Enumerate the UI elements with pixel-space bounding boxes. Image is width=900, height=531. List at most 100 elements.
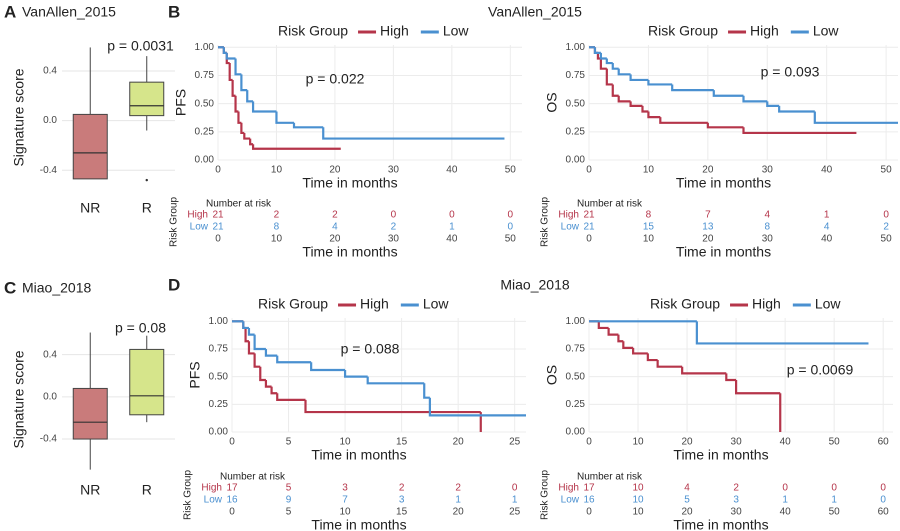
risk-count: 4	[684, 483, 690, 494]
risk-tick-label: 50	[829, 507, 841, 518]
y-tick-label: 0.0	[43, 115, 57, 126]
km-step	[247, 341, 255, 355]
km-step	[617, 95, 631, 103]
km-step	[243, 132, 251, 140]
km-step	[366, 376, 425, 385]
x-tick-label: 10	[632, 437, 644, 448]
km-step	[742, 95, 768, 103]
y-tick-label: -0.4	[40, 165, 58, 176]
risk-tick-label: 5	[286, 507, 292, 518]
km-step	[234, 58, 242, 76]
panel-letter: D	[168, 275, 180, 294]
km-step	[605, 68, 613, 86]
risk-count: 3	[342, 483, 348, 494]
y-axis-label: PFS	[187, 361, 203, 388]
km-step	[423, 383, 430, 399]
risk-x-label: Time in months	[676, 244, 771, 260]
risk-count: 7	[342, 495, 348, 506]
risk-count: 2	[455, 483, 461, 494]
risk-count: 3	[399, 495, 405, 506]
km-step	[712, 90, 744, 97]
risk-x-label: Time in months	[673, 517, 768, 531]
x-tick-label: 10	[643, 165, 655, 176]
y-tick-label: 0.25	[566, 399, 586, 410]
risk-count: 2	[274, 210, 280, 221]
p-value: p = 0.0031	[107, 38, 174, 54]
y-axis-label: OS	[544, 365, 560, 385]
risk-count: 0	[831, 483, 837, 494]
x-tick-label: R	[142, 200, 152, 216]
panel-letter: C	[4, 278, 16, 297]
risk-title: Number at risk	[577, 199, 643, 210]
risk-x-label: Time in months	[311, 517, 406, 531]
km-step	[222, 47, 227, 54]
risk-count: 0	[880, 483, 886, 494]
x-tick-label: 20	[453, 437, 465, 448]
risk-count: 2	[399, 483, 405, 494]
risk-count: 17	[583, 483, 595, 494]
km-step	[617, 68, 631, 76]
km-step	[264, 348, 278, 357]
km-step	[240, 74, 248, 92]
km-step	[251, 101, 277, 113]
risk-count: 8	[646, 210, 652, 221]
y-tick-label: 0.4	[43, 66, 57, 77]
risk-row-label: Low	[204, 495, 223, 506]
risk-count: 4	[824, 222, 830, 233]
risk-axis-label: Risk Group	[540, 470, 551, 520]
risk-count: 4	[764, 210, 770, 221]
legend-label: High	[752, 296, 781, 312]
risk-row-label: Low	[561, 222, 580, 233]
legend-title: Risk Group	[278, 23, 348, 39]
x-tick-label: 40	[780, 437, 792, 448]
risk-count: 8	[274, 222, 280, 233]
risk-axis-label: Risk Group	[183, 470, 194, 520]
x-tick-label: 20	[702, 165, 714, 176]
risk-count: 2	[733, 483, 739, 494]
km-step	[253, 353, 261, 368]
risk-count: 4	[332, 222, 338, 233]
y-tick-label: 0.25	[209, 399, 229, 410]
y-axis-label: Signature score	[11, 350, 27, 448]
km-step	[304, 399, 481, 414]
risk-tick-label: 15	[396, 507, 408, 518]
x-tick-label: 20	[329, 165, 341, 176]
x-tick-label: 50	[505, 165, 517, 176]
km-step	[629, 101, 643, 107]
km-step	[681, 366, 727, 375]
risk-tick-label: 0	[229, 507, 235, 518]
x-tick-label: NR	[80, 200, 100, 216]
legend-label: Low	[443, 23, 470, 39]
risk-title: Number at risk	[577, 472, 643, 483]
risk-tick-label: 40	[446, 234, 458, 245]
risk-count: 16	[226, 495, 238, 506]
km-step	[228, 63, 233, 82]
risk-count: 0	[449, 210, 455, 221]
x-axis-label: Time in months	[676, 175, 771, 191]
km-step	[659, 117, 708, 124]
box	[72, 113, 108, 180]
risk-row-label: High	[201, 483, 222, 494]
panel-letter: A	[4, 2, 16, 21]
x-tick-label: 50	[881, 165, 893, 176]
risk-tick-label: 30	[731, 507, 743, 518]
x-tick-label: 0	[215, 165, 221, 176]
risk-count: 3	[733, 495, 739, 506]
km-step	[617, 334, 624, 343]
x-tick-label: 10	[271, 165, 283, 176]
risk-count: 0	[880, 495, 886, 506]
legend-label: High	[380, 23, 409, 39]
km-step	[695, 321, 869, 345]
risk-count: 1	[455, 495, 461, 506]
km-step	[249, 138, 254, 146]
chart-title: Miao_2018	[500, 277, 569, 293]
y-tick-label: 0.75	[195, 70, 215, 81]
risk-count: 21	[212, 222, 224, 233]
km-step	[742, 127, 857, 135]
risk-row-label: Low	[190, 222, 209, 233]
panel-letter: B	[168, 2, 180, 21]
risk-tick-label: 10	[643, 234, 655, 245]
km-step	[276, 393, 306, 402]
risk-tick-label: 10	[340, 507, 352, 518]
